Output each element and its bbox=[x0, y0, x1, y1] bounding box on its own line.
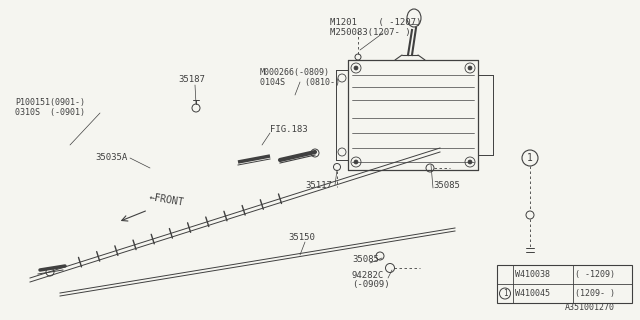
Text: 94282C: 94282C bbox=[352, 270, 384, 279]
Circle shape bbox=[354, 160, 358, 164]
Text: 0310S  (-0901): 0310S (-0901) bbox=[15, 108, 85, 117]
Text: 0104S    (0810-): 0104S (0810-) bbox=[260, 77, 340, 86]
Text: 35187: 35187 bbox=[178, 76, 205, 84]
Text: ←FRONT: ←FRONT bbox=[148, 192, 184, 208]
Text: 35117: 35117 bbox=[305, 180, 332, 189]
Text: 1: 1 bbox=[502, 289, 508, 298]
Text: M250083(1207- ): M250083(1207- ) bbox=[330, 28, 411, 36]
Text: ( -1209): ( -1209) bbox=[575, 270, 615, 279]
Text: W410038: W410038 bbox=[515, 270, 550, 279]
Text: 1: 1 bbox=[527, 153, 533, 163]
Text: 35150: 35150 bbox=[288, 234, 315, 243]
Text: (-0909): (-0909) bbox=[352, 281, 390, 290]
Text: A351001270: A351001270 bbox=[565, 303, 615, 312]
Bar bbox=[497, 265, 632, 303]
Text: 35035A: 35035A bbox=[95, 154, 127, 163]
Text: P100151(0901-): P100151(0901-) bbox=[15, 99, 85, 108]
Circle shape bbox=[354, 66, 358, 70]
Text: M000266(-0809): M000266(-0809) bbox=[260, 68, 330, 76]
Text: FIG.183: FIG.183 bbox=[270, 125, 308, 134]
Text: (1209- ): (1209- ) bbox=[575, 289, 615, 298]
Text: M1201    ( -1207): M1201 ( -1207) bbox=[330, 18, 421, 27]
Circle shape bbox=[468, 66, 472, 70]
Text: 35085: 35085 bbox=[352, 255, 379, 265]
Circle shape bbox=[468, 160, 472, 164]
Text: W410045: W410045 bbox=[515, 289, 550, 298]
Text: 35085: 35085 bbox=[433, 180, 460, 189]
